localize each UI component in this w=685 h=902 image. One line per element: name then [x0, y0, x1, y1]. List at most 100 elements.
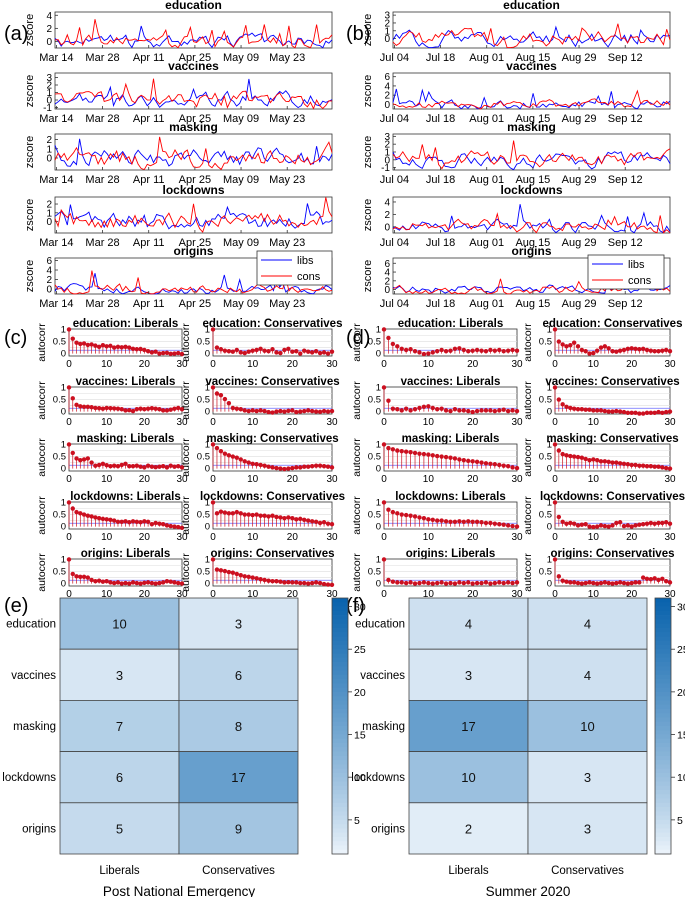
acf-point	[66, 557, 72, 562]
acf-point	[100, 406, 106, 411]
acf-point	[286, 346, 291, 351]
acf-point	[149, 464, 155, 469]
acf-point	[426, 404, 431, 409]
x-tick-label: 20	[139, 474, 151, 485]
x-tick-label: May 09	[223, 298, 259, 310]
colorbar-segment	[332, 683, 348, 688]
acf-point	[552, 442, 558, 447]
y-axis-label: autocorr	[522, 553, 534, 592]
acf-point	[96, 344, 102, 350]
x-tick-label: 0	[210, 532, 216, 543]
x-tick-label: Sep 12	[608, 52, 643, 64]
y-tick-label: 1	[205, 497, 210, 508]
y-tick-label: 0.5	[539, 337, 552, 348]
x-tick-label: 20	[626, 417, 638, 428]
acf-point	[286, 515, 291, 520]
x-tick-label: 0	[552, 474, 558, 485]
acf-point	[430, 453, 435, 458]
colorbar-segment	[655, 627, 671, 633]
x-tick-label: 10	[247, 532, 259, 543]
heatmap-cell	[408, 751, 529, 804]
y-tick-label: 0	[61, 407, 66, 418]
subplot-title: lockdowns	[500, 183, 562, 197]
acf-point	[598, 345, 604, 350]
acf-point	[258, 577, 263, 582]
subplot-title: masking	[507, 120, 556, 134]
colorbar-segment	[655, 696, 671, 701]
acf-point	[222, 510, 228, 515]
acf-point	[329, 521, 335, 527]
acf-point	[656, 577, 661, 583]
x-tick-label: Apr 25	[179, 113, 211, 125]
acf-point	[381, 442, 387, 447]
colorbar-segment	[655, 785, 671, 791]
acf-point	[89, 577, 94, 583]
x-tick-label: 30	[664, 359, 676, 370]
acf-point	[250, 348, 255, 353]
acf-point	[230, 454, 236, 459]
x-tick-label: Apr 11	[133, 113, 165, 125]
subplot-title: lockdowns: Liberals	[70, 491, 181, 503]
subplot-title: masking: Conservatives	[546, 433, 678, 445]
y-tick-label: 0	[46, 285, 52, 296]
y-tick-label: 2	[384, 276, 390, 287]
acf-point	[614, 520, 619, 526]
acf-point	[564, 404, 569, 409]
y-tick-label: 1	[205, 382, 210, 393]
acf-point	[625, 410, 631, 415]
x-tick-label: 0	[210, 417, 216, 428]
acf-point	[479, 408, 484, 413]
acf-point	[85, 575, 91, 580]
acf-point	[412, 406, 418, 412]
heatmap-cell	[527, 751, 648, 804]
acf-point	[395, 580, 400, 585]
y-tick-label: 0.5	[368, 452, 381, 463]
subplot-title: vaccines	[168, 59, 219, 73]
acf-point	[560, 402, 565, 407]
acf-point	[633, 523, 638, 528]
acf-point	[571, 454, 577, 459]
x-axis-label: Post National Emergency	[103, 884, 256, 897]
acf-point	[329, 408, 335, 414]
colorbar-segment	[655, 836, 671, 842]
acf-point	[123, 408, 128, 413]
acf-point	[74, 456, 79, 461]
acf-point	[621, 347, 627, 353]
y-tick-label: 2	[46, 81, 52, 92]
colorbar-segment	[332, 751, 348, 757]
acf-point	[652, 521, 657, 526]
x-tick-label: Mar 28	[85, 113, 119, 125]
acf-point	[210, 442, 216, 447]
acf-point	[568, 520, 573, 526]
acf-point	[435, 580, 440, 586]
acf-point	[266, 578, 271, 583]
y-tick-label: 1	[61, 382, 66, 393]
x-tick-label: 30	[511, 532, 523, 543]
acf-point	[617, 348, 623, 353]
acf-point	[104, 578, 109, 584]
colorbar-segment	[655, 704, 671, 710]
x-tick-label: 10	[588, 474, 600, 485]
acf-point	[142, 465, 147, 470]
colorbar-tick-label: 10	[677, 772, 685, 784]
acf-point	[313, 348, 319, 354]
y-tick-label: 1	[46, 208, 52, 219]
colorbar-segment	[332, 726, 348, 731]
x-tick-label: 30	[176, 359, 188, 370]
acf-point	[138, 581, 143, 586]
acf-point	[234, 571, 239, 577]
colorbar-segment	[332, 602, 348, 607]
acf-point	[160, 350, 166, 356]
acf-point	[78, 341, 83, 347]
x-tick-label: 30	[326, 417, 338, 428]
cell-value: 10	[461, 770, 475, 785]
x-tick-label: Aug 15	[515, 174, 550, 186]
acf-point	[96, 578, 102, 583]
acf-point	[483, 461, 489, 466]
acf-point	[457, 580, 462, 585]
acf-point	[617, 580, 623, 585]
acf-point	[70, 571, 75, 577]
acf-point	[142, 580, 147, 586]
acf-point	[399, 580, 404, 585]
colorbar-segment	[332, 619, 348, 624]
